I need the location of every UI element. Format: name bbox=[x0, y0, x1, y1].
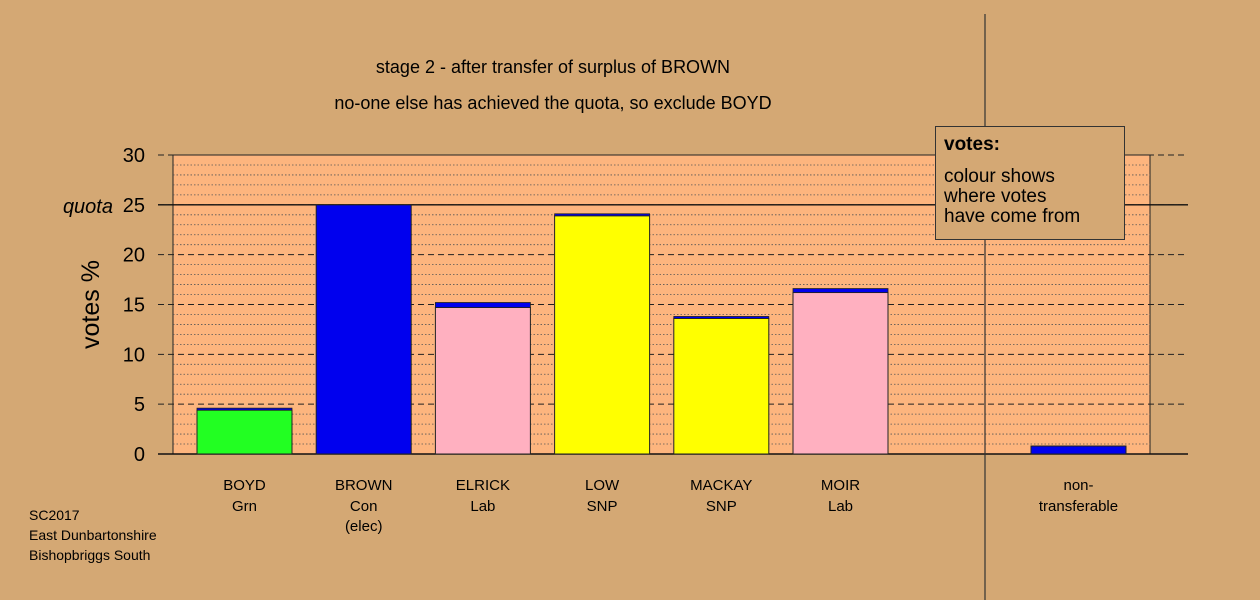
y-axis-label: votes % bbox=[77, 260, 105, 349]
candidate-name: LOW bbox=[585, 477, 620, 494]
candidate-party: Con bbox=[350, 498, 378, 515]
candidate-party: Lab bbox=[470, 498, 495, 515]
candidate-party: Lab bbox=[828, 498, 853, 515]
quota-label: quota bbox=[63, 196, 113, 218]
legend-line-3: have come from bbox=[944, 206, 1081, 227]
bar-moir bbox=[792, 292, 889, 455]
bar-boyd bbox=[196, 409, 293, 455]
y-tick-label: 20 bbox=[123, 245, 145, 267]
y-tick-label: 30 bbox=[123, 145, 145, 167]
candidate-party: SNP bbox=[587, 498, 618, 515]
bar-low bbox=[554, 215, 651, 455]
bar-mackay bbox=[673, 317, 770, 455]
bar-brown bbox=[315, 204, 412, 455]
candidate-name: BROWN bbox=[335, 477, 393, 494]
bar-elrick bbox=[434, 306, 531, 455]
bar-transfer-boyd bbox=[196, 407, 293, 411]
y-tick-label: 0 bbox=[134, 444, 145, 466]
chart-subtitle: no-one else has achieved the quota, so e… bbox=[334, 93, 771, 113]
candidate-party: Grn bbox=[232, 498, 257, 515]
footer-council: East Dunbartonshire bbox=[29, 527, 157, 543]
footer-ward: Bishopbriggs South bbox=[29, 547, 151, 563]
candidate-party: SNP bbox=[706, 498, 737, 515]
bar-transfer-moir bbox=[792, 288, 889, 293]
legend-box: votes: colour shows where votes have com… bbox=[935, 126, 1125, 240]
y-tick-label: 5 bbox=[134, 394, 145, 416]
y-tick-label: 15 bbox=[123, 295, 145, 317]
candidate-name: BOYD bbox=[223, 477, 266, 494]
y-tick-label: 10 bbox=[123, 344, 145, 366]
candidate-name: MOIR bbox=[821, 477, 860, 494]
bar-transfer-low bbox=[554, 213, 650, 217]
legend-line-2: where votes bbox=[944, 186, 1047, 207]
candidate-name: MACKAY bbox=[690, 477, 752, 494]
candidate-note: (elec) bbox=[345, 518, 383, 535]
chart-title: stage 2 - after transfer of surplus of B… bbox=[376, 57, 730, 77]
nontransferable-label-1: non- bbox=[1063, 477, 1093, 494]
legend-title: votes: bbox=[944, 134, 1000, 155]
candidate-name: ELRICK bbox=[456, 477, 510, 494]
footer-election: SC2017 bbox=[29, 507, 80, 523]
bar-nontransferable bbox=[1030, 445, 1127, 455]
footer-info: SC2017 East Dunbartonshire Bishopbriggs … bbox=[29, 505, 157, 565]
legend-line-1: colour shows bbox=[944, 166, 1055, 187]
bar-transfer-elrick bbox=[434, 302, 531, 308]
nontransferable-label-2: transferable bbox=[1039, 498, 1118, 515]
bar-transfer-mackay bbox=[673, 316, 770, 319]
y-tick-label: 25 bbox=[123, 195, 145, 217]
